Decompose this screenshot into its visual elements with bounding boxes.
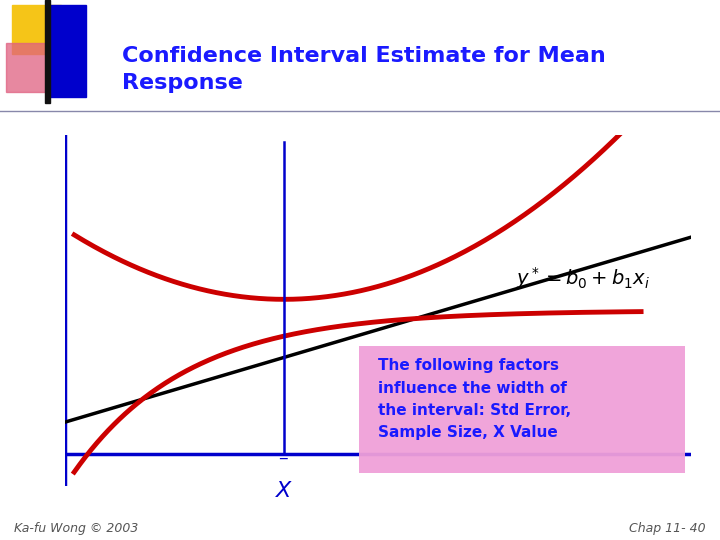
Bar xyxy=(12,5,61,54)
Text: $‾$: $‾$ xyxy=(279,457,289,471)
Text: Response: Response xyxy=(122,73,243,93)
Text: $X$: $X$ xyxy=(275,481,293,501)
Text: $y^* = b_0+b_1x_i$: $y^* = b_0+b_1x_i$ xyxy=(516,265,649,291)
Text: Confidence Interval Estimate for Mean: Confidence Interval Estimate for Mean xyxy=(122,46,606,66)
Text: The following factors
influence the width of
the interval: Std Error,
Sample Siz: The following factors influence the widt… xyxy=(378,359,571,440)
Bar xyxy=(49,5,86,97)
Bar xyxy=(45,0,50,103)
Text: Chap 11- 40: Chap 11- 40 xyxy=(629,522,706,535)
FancyBboxPatch shape xyxy=(359,346,685,473)
Text: Ka-fu Wong © 2003: Ka-fu Wong © 2003 xyxy=(14,522,139,535)
Bar xyxy=(6,43,55,92)
